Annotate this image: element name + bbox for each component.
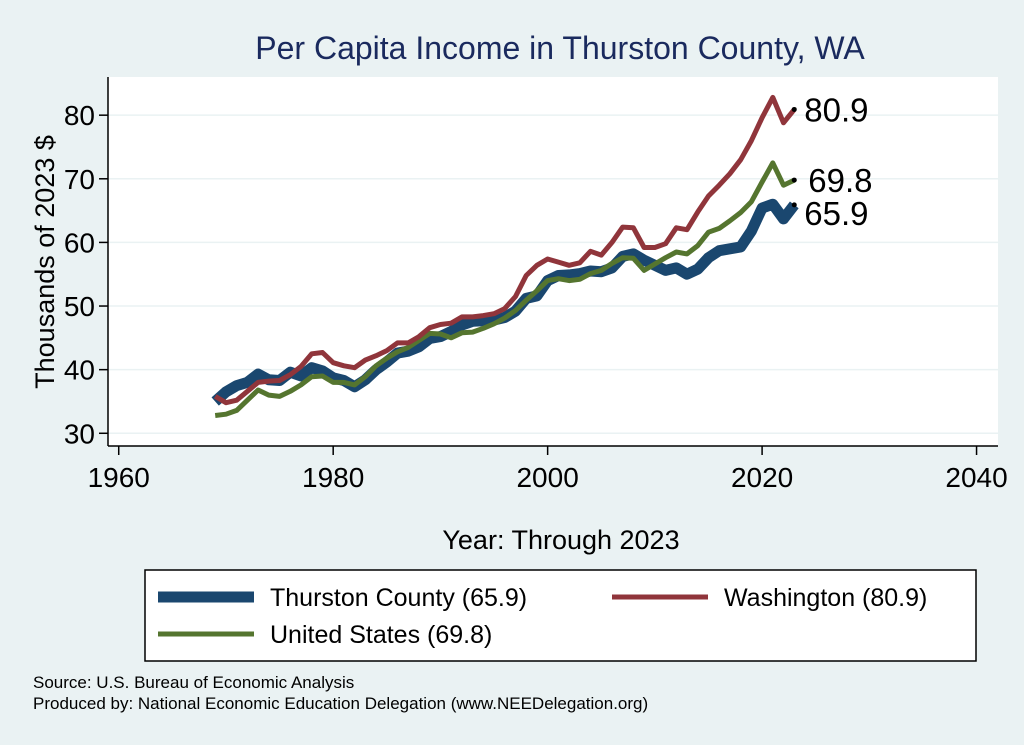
end-marker [791, 177, 797, 183]
series-lines [211, 94, 799, 418]
end-labels: 65.9 80.9 69.8 [791, 91, 872, 232]
end-marker [791, 202, 797, 208]
y-axis-label: Thousands of 2023 $ [30, 135, 60, 389]
x-tick-label: 1960 [88, 462, 150, 493]
produced-note: Produced by: National Economic Education… [33, 694, 648, 713]
y-tick-label: 40 [64, 355, 95, 386]
y-tick-label: 50 [64, 291, 95, 322]
x-tick-label: 1980 [302, 462, 364, 493]
legend-label: Thurston County (65.9) [270, 584, 527, 612]
y-tick-label: 80 [64, 100, 95, 131]
end-marker [791, 106, 797, 112]
x-axis-label: Year: Through 2023 [442, 525, 679, 555]
series-line-united-states [214, 160, 796, 418]
end-value-label: 65.9 [804, 195, 868, 232]
legend-label: United States (69.8) [270, 621, 492, 649]
x-tick-label: 2000 [516, 462, 578, 493]
end-value-label: 69.8 [808, 162, 872, 199]
end-value-label: 80.9 [804, 91, 868, 128]
y-axis: 30 40 50 60 70 80 [64, 100, 108, 449]
y-tick-label: 30 [64, 418, 95, 449]
legend-items: Thurston County (65.9) Washington (80.9) U… [158, 584, 927, 649]
y-tick-label: 60 [64, 227, 95, 258]
y-tick-label: 70 [64, 164, 95, 195]
legend [144, 569, 977, 662]
x-tick-label: 2040 [945, 462, 1007, 493]
source-note: Source: U.S. Bureau of Economic Analysis [33, 673, 354, 692]
x-axis: 1960 1980 2000 2020 2040 [88, 446, 1008, 493]
legend-label: Washington (80.9) [724, 584, 927, 612]
series-line-washington [213, 94, 797, 406]
chart-title: Per Capita Income in Thurston County, WA [255, 30, 865, 66]
x-tick-label: 2020 [731, 462, 793, 493]
